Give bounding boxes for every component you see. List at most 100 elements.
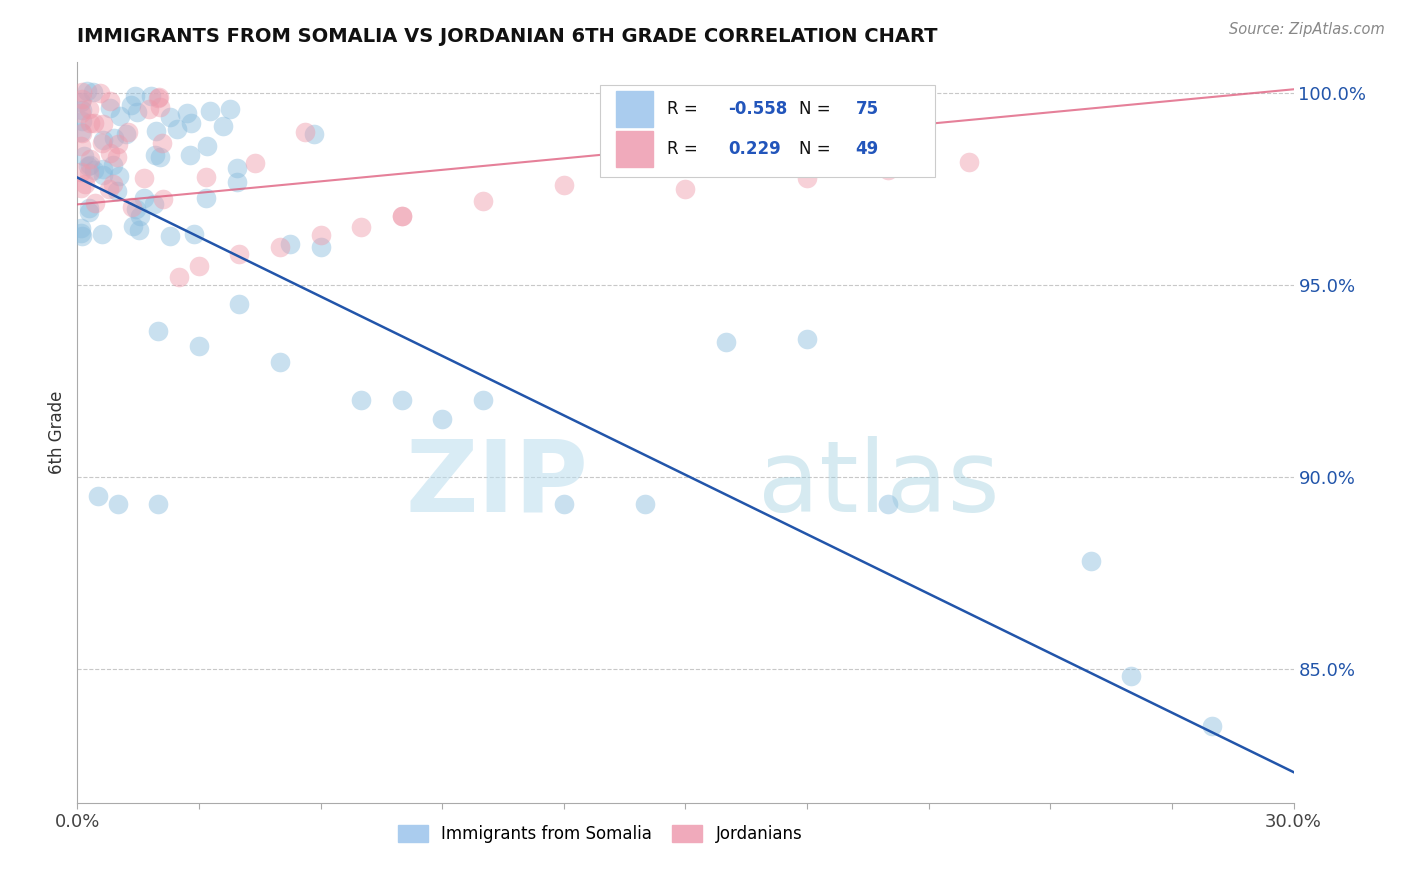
Point [1121,669,1143,683]
Point [114,127,136,141]
Point [77,166,100,180]
Point [70,181,93,195]
Point [86,489,108,503]
Point [97,182,120,196]
Point [391,209,413,223]
Point [70,220,93,235]
Text: Source: ZipAtlas.com: Source: ZipAtlas.com [1229,22,1385,37]
Point [121,219,143,233]
Point [70,85,93,99]
Point [98,95,121,109]
Text: ZIP: ZIP [405,436,588,533]
Point [70,138,93,153]
Point [121,201,143,215]
Point [77,201,100,215]
Point [103,177,125,191]
Y-axis label: 6th Grade: 6th Grade [48,391,66,475]
Text: 75: 75 [856,100,879,118]
Point [91,168,114,182]
Point [188,259,211,273]
Point [226,161,249,176]
Point [150,136,173,150]
Point [294,125,316,139]
Point [108,169,131,183]
Point [70,114,93,128]
Point [91,162,114,177]
Point [143,148,166,162]
Point [83,162,105,177]
Point [188,339,211,353]
Point [350,220,373,235]
Point [98,101,121,115]
Point [124,88,146,103]
Point [148,324,170,338]
Point [195,138,218,153]
Point [309,239,332,253]
Point [176,106,198,120]
Point [90,227,112,241]
Point [76,84,98,98]
Point [243,156,266,170]
Legend: Immigrants from Somalia, Jordanians: Immigrants from Somalia, Jordanians [391,819,808,850]
Point [269,354,291,368]
Point [350,392,373,407]
Point [117,125,139,139]
Point [226,175,249,189]
Point [134,171,156,186]
Point [70,106,93,120]
Point [132,191,155,205]
Point [103,130,125,145]
Point [1080,554,1102,568]
Point [957,155,980,169]
Point [553,178,575,193]
Point [391,392,413,407]
Point [77,102,100,116]
Point [107,136,129,151]
Point [391,209,413,223]
Point [127,104,149,119]
Point [70,227,93,241]
Text: -0.558: -0.558 [728,100,787,118]
Point [183,227,205,241]
Point [128,223,150,237]
Point [128,209,150,223]
Point [120,98,142,112]
Point [76,159,98,173]
Point [90,136,112,150]
Point [79,153,101,167]
Point [180,116,202,130]
Point [105,150,128,164]
Point [91,133,114,147]
Point [309,228,332,243]
Point [141,89,163,103]
Point [110,109,132,123]
Point [70,125,93,139]
Point [79,158,101,172]
Point [212,119,235,133]
FancyBboxPatch shape [600,85,935,178]
Point [877,162,900,177]
Text: R =: R = [668,100,703,118]
Text: R =: R = [668,140,703,158]
Point [796,170,818,185]
Point [471,194,494,208]
Point [70,165,93,179]
Text: 0.229: 0.229 [728,140,780,158]
Point [79,116,101,130]
Point [675,182,697,196]
Point [107,497,129,511]
Point [167,270,190,285]
Point [152,192,174,206]
Point [148,497,170,511]
Point [148,89,170,103]
Point [72,103,94,117]
Point [179,148,201,162]
Point [269,239,291,253]
Point [149,100,172,114]
Point [194,169,217,184]
Point [72,229,94,244]
Point [73,177,96,191]
Point [714,335,737,350]
Point [70,95,93,110]
Point [72,126,94,140]
